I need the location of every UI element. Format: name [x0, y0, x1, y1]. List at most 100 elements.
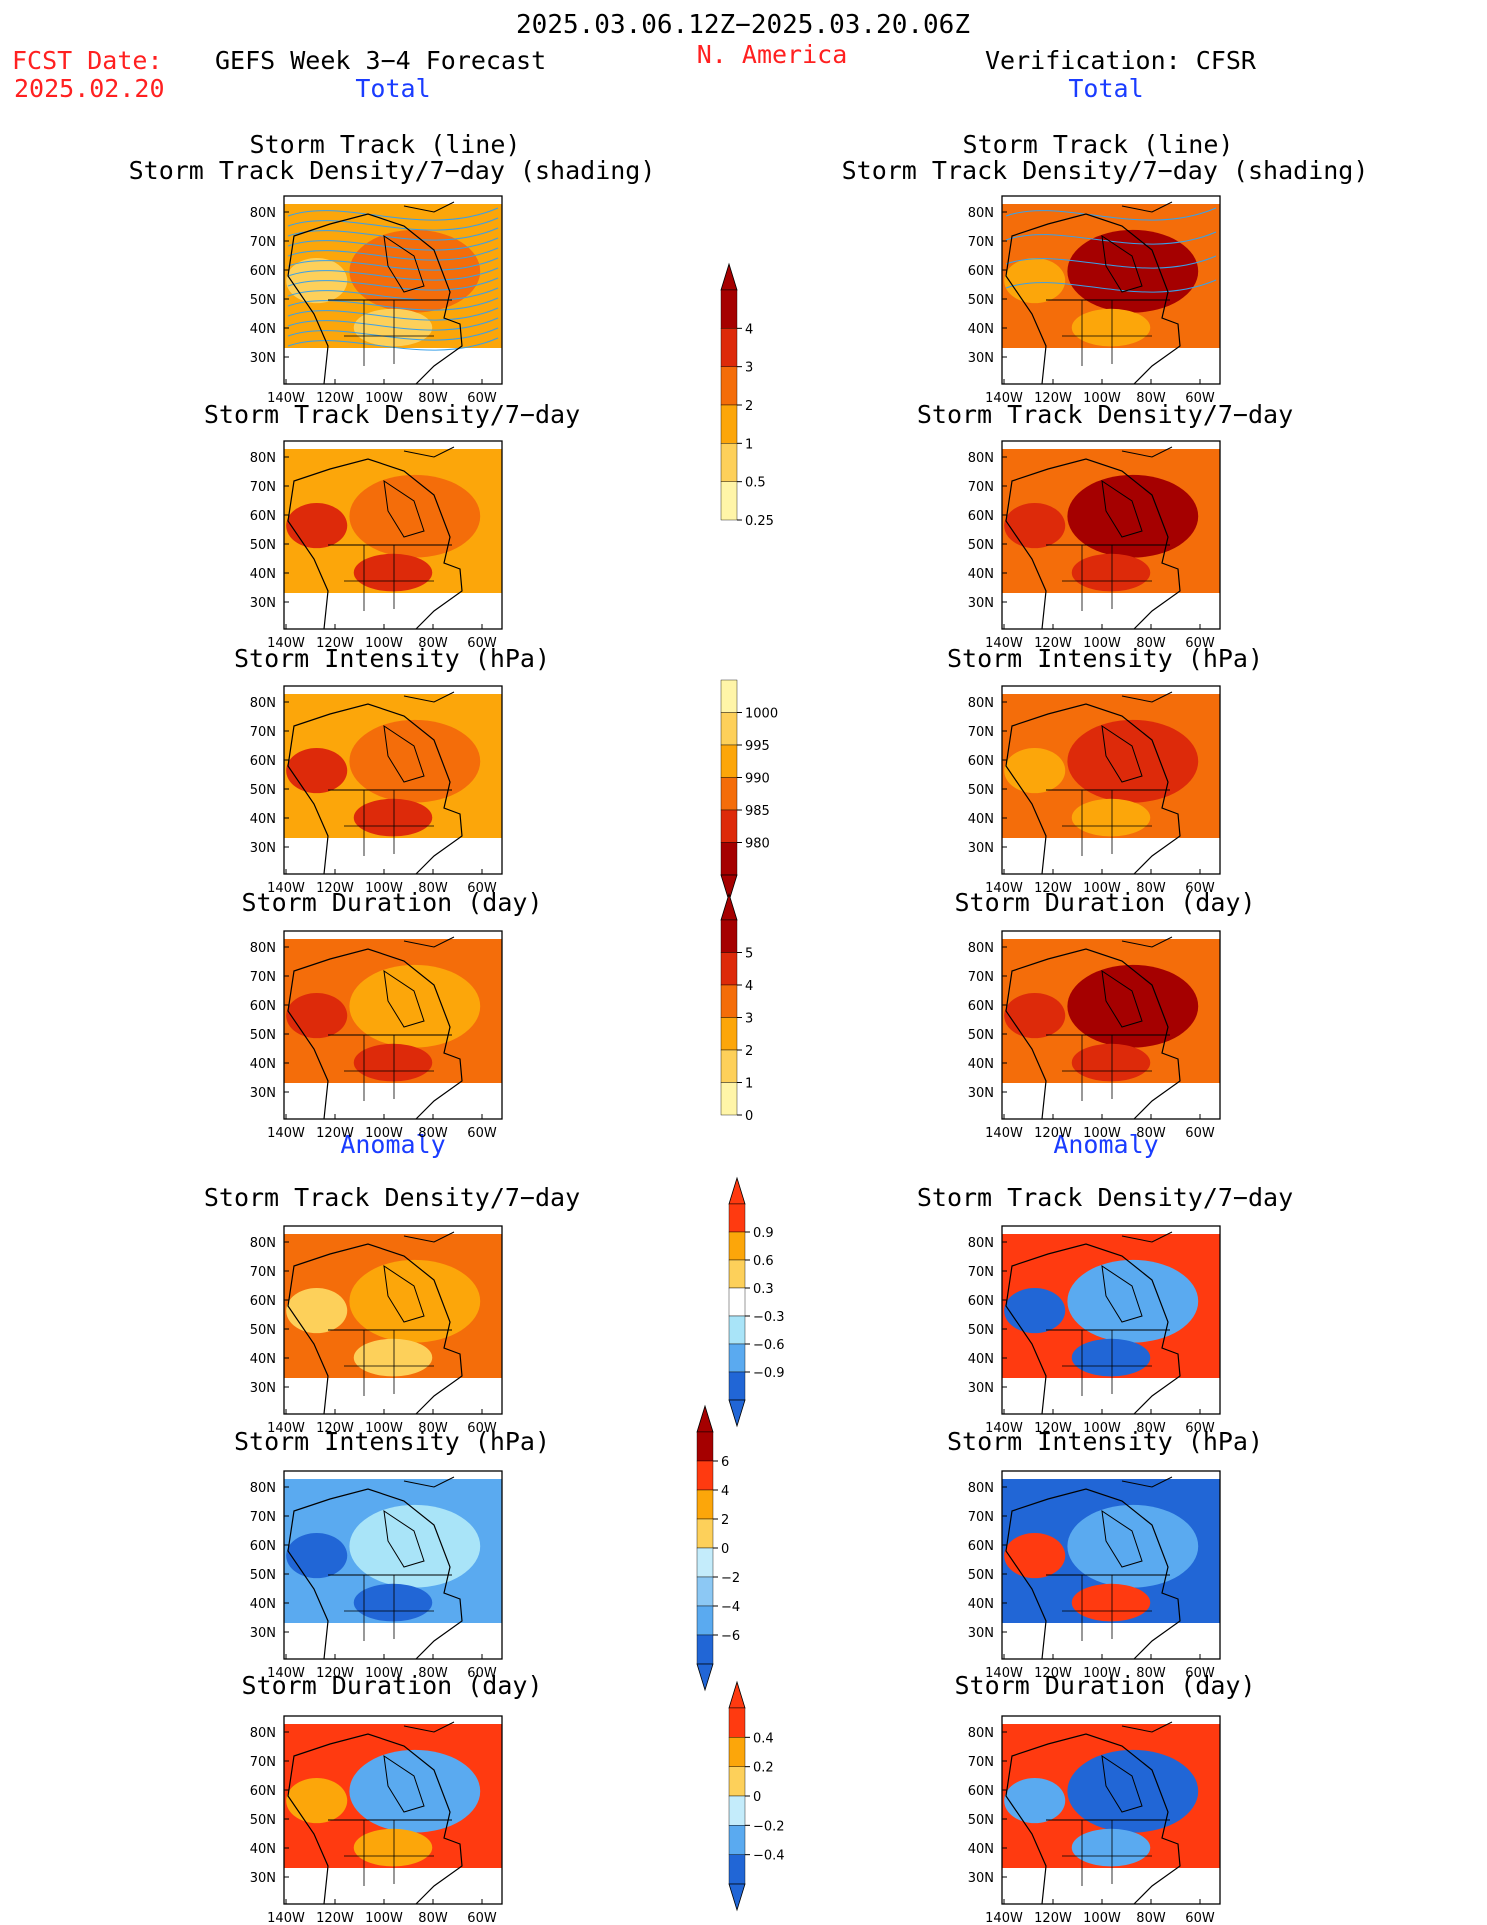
panel-title-intensity-anom-verif: Storm Intensity (hPa): [946, 1427, 1264, 1456]
shading-west: [286, 1288, 348, 1334]
lon-tick-label: 60W: [1185, 391, 1215, 406]
panel-title-intensity-anom-fcst: Storm Intensity (hPa): [233, 1427, 551, 1456]
lon-tick-label: 100W: [1083, 1666, 1121, 1681]
lon-tick-label: 140W: [267, 1666, 305, 1681]
shading-west: [286, 748, 348, 794]
lon-tick-label: 60W: [467, 881, 497, 896]
colorbar-arrow-top: [720, 892, 738, 921]
lat-tick-label: 70N: [968, 480, 994, 495]
storm-track-line: [1005, 231, 1217, 245]
colorbar-tick-label: 4: [721, 1484, 729, 1499]
lat-tick-label: 30N: [968, 1381, 994, 1396]
colorbar-swatch: [728, 1737, 746, 1767]
lon-tick-label: 140W: [985, 881, 1023, 896]
colorbar-tick-label: 1: [745, 1077, 753, 1092]
lat-tick-label: 50N: [250, 293, 276, 308]
colorbar-swatch: [720, 984, 738, 1018]
colorbar-swatch: [728, 1231, 746, 1261]
panel-title-storm-track-line-verif: Storm Track (line): [962, 130, 1234, 159]
colorbar-tick-label: 0: [721, 1542, 729, 1557]
lat-tick-label: 80N: [968, 696, 994, 711]
shading-core: [349, 474, 481, 558]
lon-tick-label: 140W: [985, 1666, 1023, 1681]
lat-tick-label: 80N: [250, 941, 276, 956]
map-panel-intensity-anom-fcst: 80N 70N 60N 50N 40N 30N 140W 120W 100W 80W 60W: [250, 1470, 503, 1681]
colorbar-tick-label: 6: [721, 1455, 729, 1470]
storm-track-line: [287, 337, 499, 351]
lat-tick-label: 80N: [968, 206, 994, 221]
lat-tick-label: 60N: [968, 264, 994, 279]
colorbar-tick-label: 1000: [745, 707, 778, 722]
colorbar-tick-label: −0.3: [753, 1310, 785, 1325]
lat-tick-label: 60N: [968, 999, 994, 1014]
panel-title-track-density-verif: Storm Track Density/7−day: [916, 400, 1294, 429]
shading-core: [349, 1504, 481, 1588]
storm-track-line: [287, 327, 499, 341]
lon-tick-label: 120W: [1034, 881, 1072, 896]
lon-tick-label: 140W: [985, 1126, 1023, 1141]
panel-title-duration-anom-fcst: Storm Duration (day): [241, 1671, 543, 1700]
shading-core: [349, 1749, 481, 1833]
lat-tick-label: 60N: [250, 754, 276, 769]
colorbar-swatch: [720, 842, 738, 876]
shading-core: [349, 1259, 481, 1343]
lat-tick-label: 60N: [968, 1294, 994, 1309]
lat-tick-label: 80N: [968, 1236, 994, 1251]
colorbar-tick-label: −0.9: [753, 1366, 785, 1381]
map-panel-duration-fcst: 80N 70N 60N 50N 40N 30N 140W 120W 100W 80W 60W: [250, 930, 503, 1141]
lat-tick-label: 40N: [250, 567, 276, 582]
lat-tick-label: 40N: [968, 1352, 994, 1367]
colorbar-arrow-top: [720, 262, 738, 291]
colorbar-tick-label: 0.6: [753, 1254, 774, 1269]
lon-tick-label: 60W: [1185, 1421, 1215, 1436]
map-panel-storm-track-verif: 80N 70N 60N 50N 40N 30N 140W 120W 100W 80W 60W: [968, 195, 1221, 406]
region-label: N. America: [696, 40, 848, 69]
colorbar-swatch: [696, 1431, 714, 1462]
colorbar-tick-label: 0.3: [753, 1282, 774, 1297]
storm-track-line: [1005, 279, 1217, 293]
lon-tick-label: 80W: [418, 1421, 448, 1436]
colorbar-swatch: [728, 1371, 746, 1401]
storm-track-line: [287, 207, 499, 221]
lon-tick-label: 140W: [267, 391, 305, 406]
map-frame: [283, 440, 503, 630]
colorbar-swatch: [728, 1707, 746, 1738]
lat-tick-label: 50N: [250, 538, 276, 553]
lon-tick-label: 120W: [1034, 1666, 1072, 1681]
colorbar-swatch: [728, 1287, 746, 1317]
lat-tick-label: 60N: [968, 1539, 994, 1554]
colorbar-arrow-top: [696, 1404, 714, 1433]
lat-tick-label: 30N: [250, 1381, 276, 1396]
colorbar-swatch: [720, 919, 738, 953]
shading-south: [1071, 798, 1151, 837]
lon-tick-label: 60W: [467, 1421, 497, 1436]
lon-tick-label: 140W: [267, 1421, 305, 1436]
shading-west: [286, 993, 348, 1039]
colorbar-arrow-top: [728, 1680, 746, 1709]
colorbar-swatch: [728, 1315, 746, 1345]
colorbar-tick-label: 0: [753, 1790, 761, 1805]
lon-tick-label: 100W: [365, 391, 403, 406]
colorbar-intensity_anom: 6 4 2 0 −2 −4 −6: [696, 1404, 740, 1692]
shading-south: [353, 1583, 433, 1622]
colorbar-arrow-bottom: [720, 874, 738, 903]
colorbar-tick-label: 2: [721, 1513, 729, 1528]
verification-anomaly-label: Anomaly: [1053, 1130, 1159, 1159]
colorbar-swatch: [720, 443, 738, 482]
lat-tick-label: 70N: [250, 235, 276, 250]
lat-tick-label: 50N: [250, 1028, 276, 1043]
lon-tick-label: 80W: [1136, 1421, 1166, 1436]
lat-tick-label: 40N: [250, 812, 276, 827]
storm-track-line: [287, 287, 499, 301]
lon-tick-label: 60W: [467, 1666, 497, 1681]
lon-tick-label: 140W: [267, 1911, 305, 1925]
lat-tick-label: 80N: [968, 1726, 994, 1741]
map-panel-density-anom-verif: 80N 70N 60N 50N 40N 30N 140W 120W 100W 80W 60W: [968, 1225, 1221, 1436]
lon-tick-label: 80W: [1136, 881, 1166, 896]
forecast-total-label: Total: [355, 74, 431, 103]
shading-south: [353, 553, 433, 592]
lat-tick-label: 70N: [968, 1755, 994, 1770]
lat-tick-label: 30N: [250, 1871, 276, 1886]
colorbar-tick-label: 980: [745, 837, 770, 852]
